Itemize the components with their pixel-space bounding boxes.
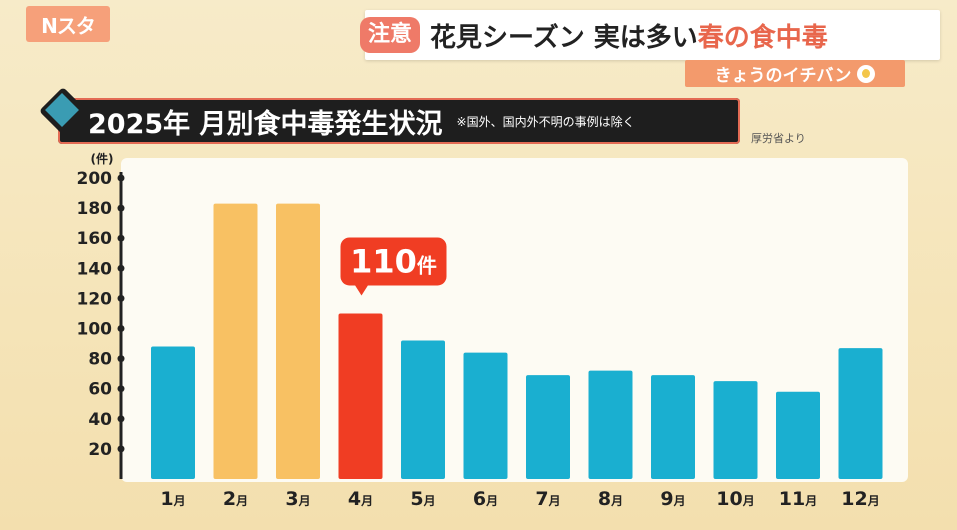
y-tick-dot	[117, 234, 125, 242]
channel-logo: Nスタ	[26, 6, 110, 42]
bar-12	[838, 348, 883, 479]
x-tick-label: 10月	[716, 488, 754, 510]
chart-note: ※国外、国内外不明の事例は除く	[456, 114, 635, 129]
x-tick-label: 8月	[598, 488, 623, 510]
x-tick-label: 1月	[160, 488, 185, 510]
chart-title: 2025年 月別食中毒発生状況	[88, 108, 443, 140]
headline-text: 花見シーズン 実は多い春の食中毒	[430, 17, 828, 54]
headline-main: 花見シーズン 実は多い	[430, 22, 698, 53]
bar-5	[401, 340, 445, 479]
y-tick-label: 160	[77, 229, 113, 249]
callout-label: 110件	[350, 242, 437, 280]
y-tick-dot	[117, 174, 125, 182]
y-tick-dot	[117, 355, 125, 363]
x-tick-label: 4月	[348, 488, 373, 510]
y-tick-dot	[117, 385, 125, 393]
x-tick-label: 2月	[223, 488, 248, 510]
y-tick-label: 140	[77, 259, 113, 279]
source-note: 厚労省より	[751, 132, 806, 145]
y-tick-dot	[117, 415, 125, 423]
caution-badge: 注意	[360, 17, 421, 53]
bar-3	[276, 203, 320, 479]
bar-8	[588, 370, 633, 479]
chart-title-bar: 2025年 月別食中毒発生状況 ※国外、国内外不明の事例は除く	[38, 86, 740, 144]
callout-box	[340, 237, 447, 286]
x-tick-label: 12月	[841, 488, 879, 510]
y-tick-label: 60	[88, 380, 112, 400]
headline-banner: 注意 花見シーズン 実は多い春の食中毒	[360, 10, 940, 60]
pointing-hand-icon	[857, 64, 876, 83]
x-tick-label: 7月	[535, 488, 560, 510]
y-axis-unit: (件)	[91, 151, 114, 166]
x-tick-label: 6月	[473, 488, 498, 510]
bar-4	[338, 313, 383, 479]
bar-6	[463, 352, 508, 479]
x-tick-label: 3月	[285, 488, 310, 510]
bar-10	[713, 381, 758, 479]
y-tick-label: 100	[77, 320, 113, 340]
bar-7	[526, 375, 570, 479]
segment-text: きょうのイチバン	[714, 66, 852, 86]
callout-pointer	[354, 284, 369, 296]
y-tick-label: 120	[77, 289, 113, 309]
x-tick-label: 9月	[660, 488, 685, 510]
x-tick-label: 5月	[410, 488, 435, 510]
y-tick-dot	[117, 325, 125, 332]
y-tick-dot	[117, 264, 125, 272]
y-tick-label: 80	[88, 350, 112, 370]
bar-1	[151, 346, 195, 479]
headline-highlight: 春の食中毒	[697, 22, 828, 53]
bar-9	[651, 375, 695, 479]
y-tick-label: 40	[88, 410, 112, 430]
y-tick-label: 200	[77, 169, 113, 189]
y-tick-dot	[117, 204, 125, 212]
x-tick-label: 11月	[779, 488, 817, 510]
y-tick-label: 180	[77, 199, 113, 219]
y-tick-dot	[117, 294, 125, 302]
bar-11	[776, 391, 820, 479]
y-tick-dot	[117, 445, 125, 453]
bar-2	[213, 203, 258, 479]
segment-label: きょうのイチバン	[685, 60, 905, 87]
y-tick-label: 20	[88, 440, 112, 460]
